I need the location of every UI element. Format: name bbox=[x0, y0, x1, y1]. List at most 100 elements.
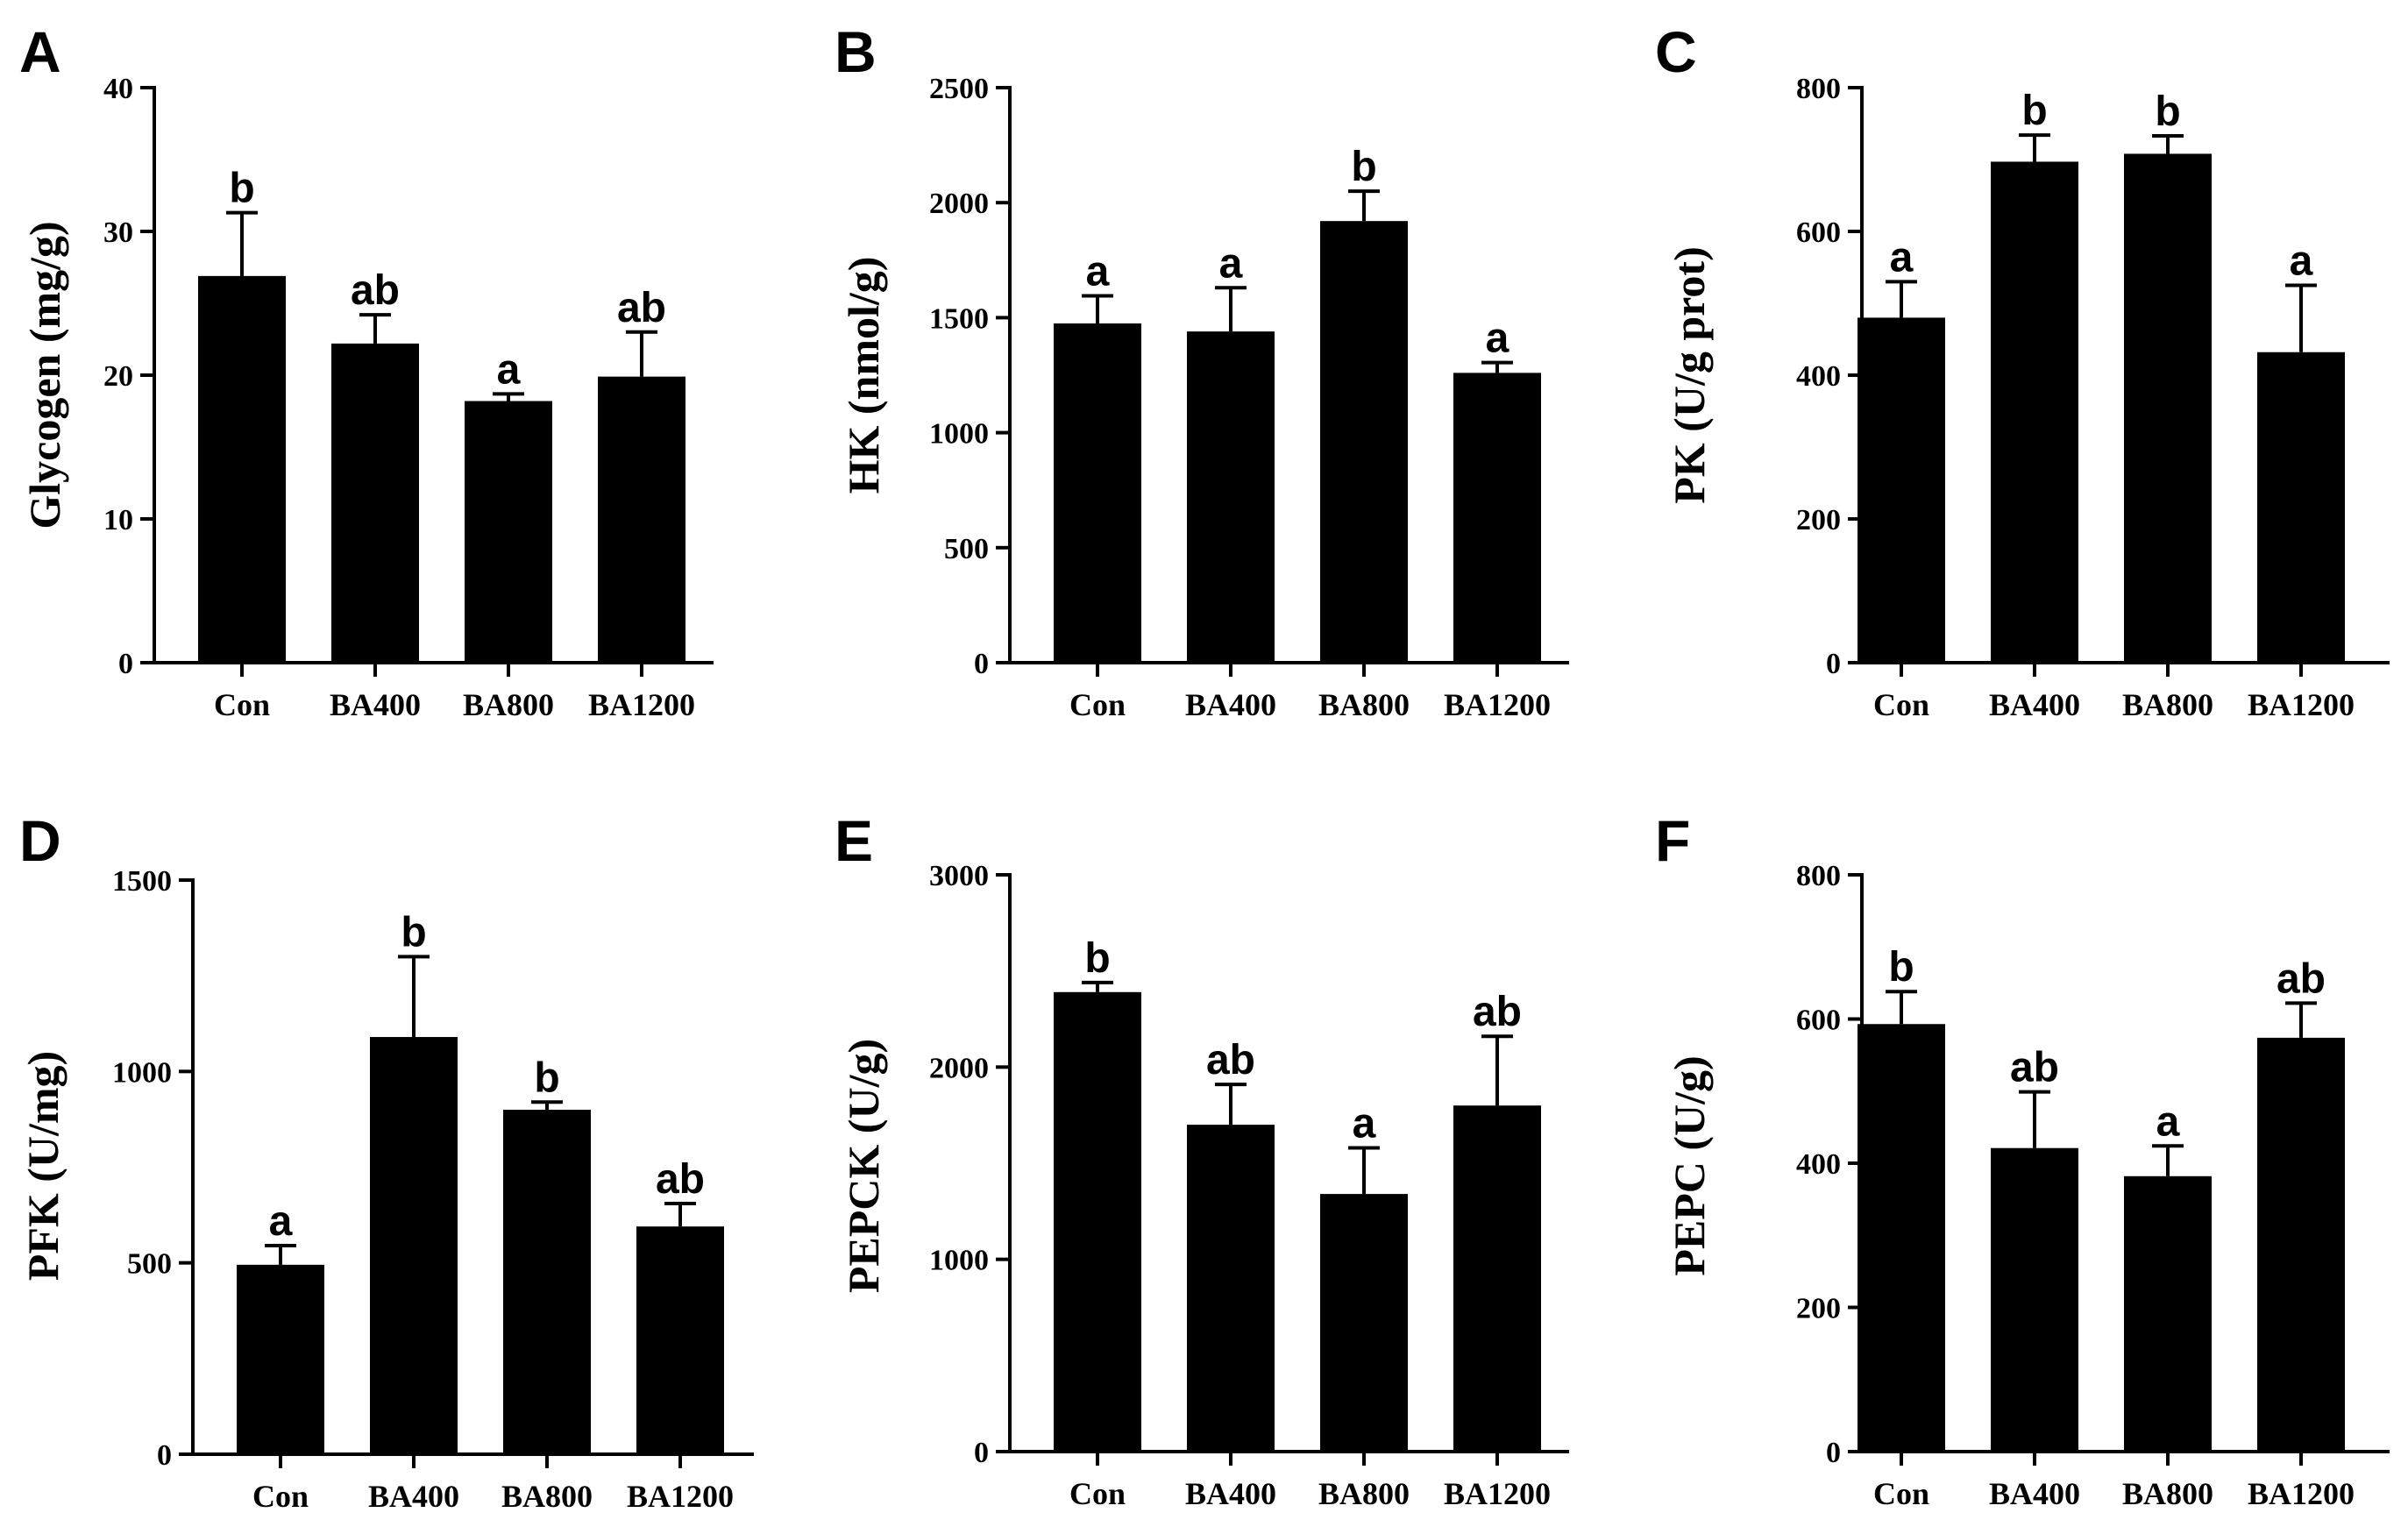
y-tick-label: 400 bbox=[1796, 1148, 1841, 1181]
bar bbox=[1320, 221, 1408, 663]
x-tick-label: Con bbox=[214, 687, 270, 722]
significance-label: b bbox=[2021, 88, 2047, 134]
bar bbox=[331, 343, 419, 663]
significance-label: b bbox=[1351, 144, 1376, 190]
y-tick-label: 40 bbox=[103, 73, 133, 105]
panel-letter: D bbox=[19, 808, 61, 873]
panel-letter: B bbox=[835, 19, 877, 84]
significance-label: ab bbox=[656, 1156, 705, 1203]
y-tick-label: 0 bbox=[974, 648, 989, 680]
significance-label: a bbox=[1353, 1100, 1376, 1147]
x-tick-label: BA400 bbox=[1185, 1476, 1276, 1511]
y-tick-label: 3000 bbox=[929, 860, 989, 892]
significance-label: b bbox=[2155, 89, 2180, 135]
y-axis-title: PEPCK (U/g) bbox=[839, 1039, 888, 1293]
y-tick-label: 20 bbox=[103, 360, 133, 393]
bar bbox=[598, 376, 685, 663]
significance-label: a bbox=[1890, 234, 1914, 281]
significance-label: a bbox=[1486, 316, 1509, 362]
bar bbox=[1187, 1125, 1275, 1452]
y-tick-label: 200 bbox=[1796, 1293, 1841, 1325]
bar bbox=[1187, 331, 1275, 663]
significance-label: ab bbox=[617, 285, 666, 331]
bar bbox=[1991, 1147, 2078, 1452]
y-tick-label: 500 bbox=[944, 533, 989, 565]
significance-label: b bbox=[401, 909, 426, 955]
bar bbox=[2124, 153, 2212, 663]
y-tick-label: 0 bbox=[974, 1437, 989, 1469]
x-tick-label: BA400 bbox=[330, 687, 421, 722]
significance-label: a bbox=[2156, 1098, 2180, 1145]
y-tick-label: 800 bbox=[1796, 73, 1841, 105]
y-tick-label: 600 bbox=[1796, 217, 1841, 249]
bar bbox=[2257, 352, 2345, 663]
x-tick-label: BA800 bbox=[1318, 1476, 1410, 1511]
significance-label: b bbox=[1084, 935, 1110, 982]
x-tick-label: BA1200 bbox=[627, 1479, 734, 1514]
x-tick-label: BA800 bbox=[501, 1479, 593, 1514]
significance-label: b bbox=[229, 166, 254, 212]
bar bbox=[1054, 323, 1141, 663]
y-tick-label: 200 bbox=[1796, 504, 1841, 536]
y-axis-title: PK (U/g prot) bbox=[1665, 246, 1714, 503]
significance-label: a bbox=[269, 1198, 293, 1245]
significance-label: a bbox=[1086, 248, 1110, 295]
bar bbox=[1054, 991, 1141, 1452]
panel-a: A Glycogen (mg/g) 0 10 20 30 40 b Con ab BA400 a BA8… bbox=[19, 19, 714, 722]
y-tick-label: 1000 bbox=[929, 418, 989, 451]
y-axis-title: PEPC (U/g) bbox=[1665, 1055, 1714, 1275]
bar bbox=[198, 275, 286, 663]
bar bbox=[2257, 1037, 2345, 1452]
significance-label: ab bbox=[351, 267, 400, 314]
bar bbox=[1991, 161, 2078, 663]
panel-e: E PEPCK (U/g) 0 1000 2000 3000 b Con ab BA400 a BA8… bbox=[835, 808, 1569, 1511]
x-tick-label: BA800 bbox=[2122, 687, 2213, 722]
x-tick-label: BA1200 bbox=[588, 687, 695, 722]
x-tick-label: BA800 bbox=[2122, 1476, 2213, 1511]
x-tick-label: BA400 bbox=[368, 1479, 459, 1514]
y-tick-label: 1500 bbox=[929, 302, 989, 335]
panel-f: F PEPC (U/g) 0 200 400 600 800 b Con ab BA400 a BA80… bbox=[1655, 808, 2390, 1511]
y-axis-title: PFK (U/mg) bbox=[18, 1051, 67, 1281]
y-tick-label: 1000 bbox=[929, 1245, 989, 1277]
panel-b: B HK (nmol/g) 0 500 1000 1500 2000 2500 a Con a BA4… bbox=[835, 19, 1569, 722]
bar bbox=[1857, 317, 1945, 663]
x-tick-label: Con bbox=[1069, 687, 1126, 722]
y-tick-label: 2500 bbox=[929, 73, 989, 105]
significance-label: ab bbox=[1473, 989, 1522, 1035]
x-tick-label: Con bbox=[1873, 687, 1929, 722]
x-tick-label: BA1200 bbox=[1444, 687, 1551, 722]
bar bbox=[1857, 1024, 1945, 1452]
y-tick-label: 30 bbox=[103, 217, 133, 249]
bar bbox=[503, 1110, 591, 1454]
x-tick-label: BA400 bbox=[1989, 687, 2080, 722]
y-tick-label: 0 bbox=[157, 1439, 172, 1472]
x-tick-label: Con bbox=[1873, 1476, 1929, 1511]
y-tick-label: 1500 bbox=[112, 865, 172, 898]
bar bbox=[237, 1264, 324, 1454]
bar bbox=[1320, 1194, 1408, 1452]
bar bbox=[636, 1226, 724, 1454]
y-axis-title: Glycogen (mg/g) bbox=[20, 221, 69, 529]
y-tick-label: 600 bbox=[1796, 1005, 1841, 1037]
y-tick-label: 1000 bbox=[112, 1056, 172, 1089]
x-tick-label: BA1200 bbox=[1444, 1476, 1551, 1511]
panel-letter: F bbox=[1655, 808, 1690, 873]
x-tick-label: BA1200 bbox=[2248, 687, 2355, 722]
significance-label: b bbox=[534, 1055, 559, 1101]
bar bbox=[370, 1037, 458, 1454]
y-tick-label: 400 bbox=[1796, 360, 1841, 393]
panel-letter: E bbox=[835, 808, 873, 873]
y-axis-title: HK (nmol/g) bbox=[839, 257, 888, 494]
bar bbox=[2124, 1175, 2212, 1452]
significance-label: a bbox=[497, 346, 521, 393]
panel-letter: C bbox=[1655, 19, 1697, 84]
y-tick-label: 500 bbox=[127, 1248, 172, 1281]
y-tick-label: 0 bbox=[118, 648, 133, 680]
bar bbox=[1453, 1105, 1541, 1452]
panel-letter: A bbox=[19, 19, 61, 84]
significance-label: a bbox=[1219, 240, 1243, 287]
y-tick-label: 2000 bbox=[929, 1052, 989, 1084]
significance-label: ab bbox=[2010, 1045, 2059, 1091]
